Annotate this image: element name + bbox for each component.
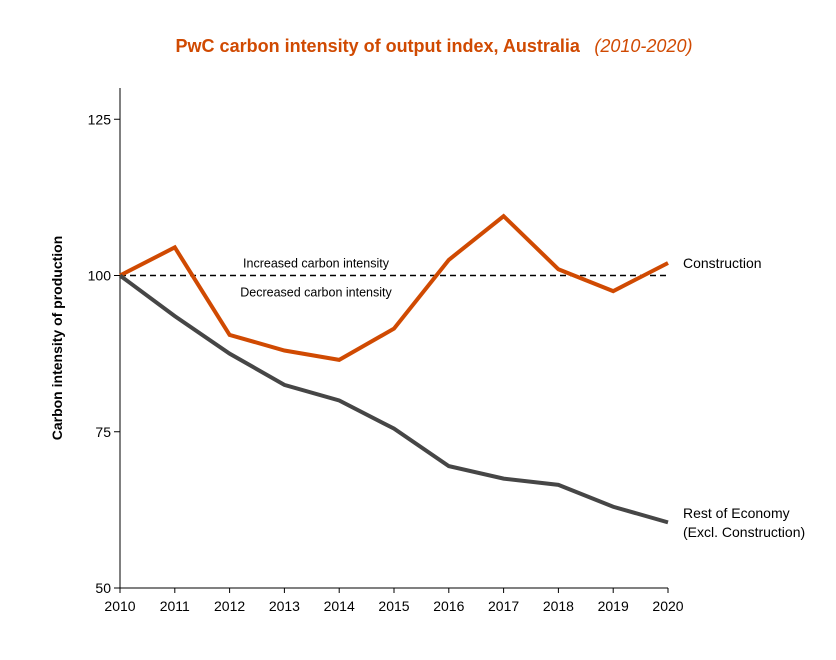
series-0-point-2011 <box>173 245 177 249</box>
series-0-point-2015 <box>392 327 396 331</box>
series-1-point-2011 <box>173 314 177 318</box>
series-1-point-2018 <box>556 483 560 487</box>
series-label-1: Rest of Economy (Excl. Construction) <box>683 505 805 540</box>
y-tick-label-100: 100 <box>88 268 112 284</box>
series-0-point-2016 <box>447 258 451 262</box>
y-tick-label-75: 75 <box>95 424 111 440</box>
x-tick-label-2015: 2015 <box>378 598 409 614</box>
labels-group: Construction Rest of Economy (Excl. Constr… <box>683 255 805 540</box>
series-group <box>118 213 670 525</box>
series-line-1 <box>118 273 669 525</box>
x-tick-label-2012: 2012 <box>214 598 245 614</box>
y-tick-label-50: 50 <box>95 580 111 596</box>
x-tick-label-2020: 2020 <box>652 598 683 614</box>
series-1-point-2019 <box>611 505 615 509</box>
chart-title: PwC carbon intensity of output index, Au… <box>176 36 693 56</box>
x-tick-label-2016: 2016 <box>433 598 464 614</box>
series-label-0-line-0: Construction <box>683 255 762 271</box>
chart-title-main: PwC carbon intensity of output index, Au… <box>176 36 581 56</box>
series-1-point-2020 <box>666 520 670 524</box>
x-tick-label-2010: 2010 <box>104 598 135 614</box>
reference-line-group: Increased carbon intensity Decreased carb… <box>120 257 668 300</box>
y-axis-label: Carbon intensity of production <box>49 236 65 441</box>
series-0-point-2014 <box>337 358 341 362</box>
series-label-1-line-0: Rest of Economy <box>683 505 790 521</box>
axes: 50 75 100 125 2010 2011 2012 2013 2014 2015 2016 20… <box>88 88 684 614</box>
series-0-point-2012 <box>228 333 232 337</box>
series-0-point-2020 <box>666 261 670 265</box>
y-tick-label-125: 125 <box>88 111 112 127</box>
x-tick-label-2018: 2018 <box>543 598 574 614</box>
series-1-point-2012 <box>228 352 232 356</box>
x-tick-label-2014: 2014 <box>324 598 355 614</box>
series-1-point-2017 <box>502 477 506 481</box>
series-label-1-line-1: (Excl. Construction) <box>683 524 805 540</box>
annotation-above: Increased carbon intensity <box>243 257 390 271</box>
series-1-point-2013 <box>282 383 286 387</box>
chart-subtitle: (2010-2020) <box>594 36 692 56</box>
series-1-point-2014 <box>337 399 341 403</box>
series-0-point-2017 <box>502 214 506 218</box>
series-0-point-2019 <box>611 289 615 293</box>
x-tick-label-2017: 2017 <box>488 598 519 614</box>
series-1-point-2010 <box>118 274 122 278</box>
series-1-point-2015 <box>392 427 396 431</box>
series-0-point-2018 <box>556 267 560 271</box>
annotation-below: Decreased carbon intensity <box>240 286 392 300</box>
x-tick-label-2011: 2011 <box>160 598 190 614</box>
series-line-0 <box>119 213 669 362</box>
x-tick-label-2013: 2013 <box>269 598 300 614</box>
series-0-point-2013 <box>282 349 286 353</box>
x-tick-label-2019: 2019 <box>598 598 629 614</box>
series-label-0: Construction <box>683 255 762 271</box>
series-1-point-2016 <box>447 464 451 468</box>
